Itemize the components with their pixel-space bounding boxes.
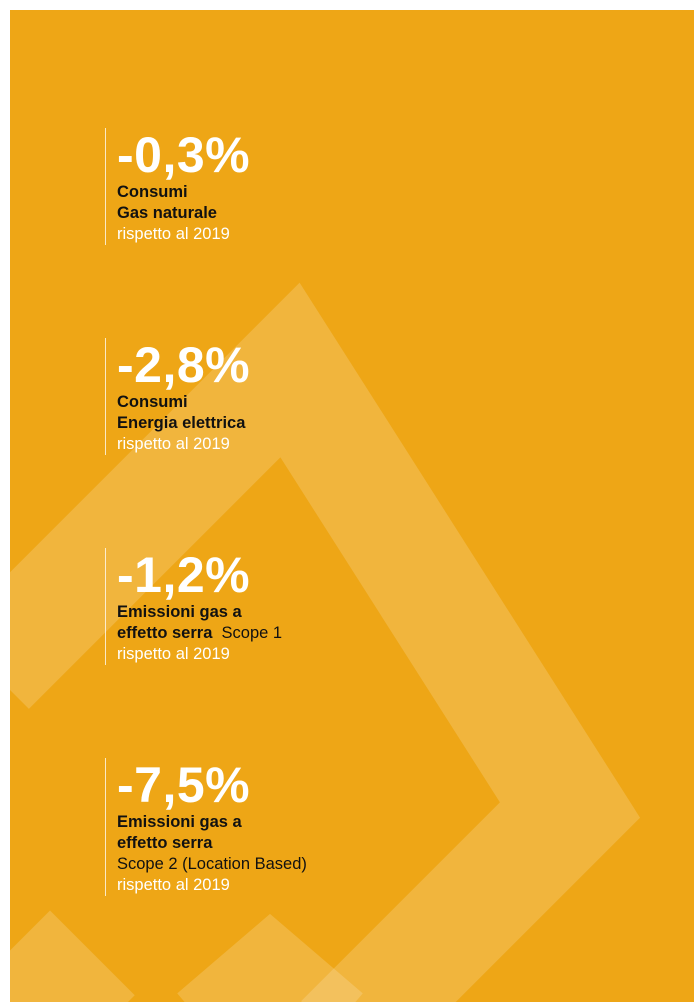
background-chevrons [10, 282, 641, 1002]
label-bold: effetto serra [117, 624, 213, 642]
kpi-label-line: Consumi [117, 182, 517, 203]
label-bold: Emissioni gas a [117, 813, 242, 831]
kpi-item: -7,5% Emissioni gas a effetto serra Scope 2… [105, 758, 517, 896]
kpi-item: -2,8% Consumi Energia elettrica rispetto al… [105, 338, 517, 455]
kpi-value: -7,5% [117, 757, 251, 813]
kpi-value: -2,8% [117, 337, 251, 393]
label-normal: Scope 2 (Location Based) [117, 855, 307, 873]
label-bold: Consumi [117, 183, 188, 201]
kpi-value: -0,3% [117, 127, 251, 183]
panel: -0,3% Consumi Gas naturale rispetto al 2019… [10, 10, 694, 1002]
kpi-comparison: rispetto al 2019 [117, 645, 230, 663]
kpi-item: -0,3% Consumi Gas naturale rispetto al 2019 [105, 128, 517, 245]
kpi-label-line: Consumi [117, 392, 517, 413]
kpi-comparison: rispetto al 2019 [117, 435, 230, 453]
label-bold: Emissioni gas a [117, 603, 242, 621]
kpi-label-line: effetto serra Scope 1 [117, 623, 517, 644]
kpi-comparison: rispetto al 2019 [117, 876, 230, 894]
kpi-label-line: Emissioni gas a [117, 812, 517, 833]
chevron [10, 282, 641, 1002]
kpi-label-line: Scope 2 (Location Based) [117, 854, 517, 875]
label-bold: Consumi [117, 393, 188, 411]
kpi-item: -1,2% Emissioni gas a effetto serra Scope … [105, 548, 517, 665]
kpi-label-line: effetto serra [117, 833, 517, 854]
kpi-value: -1,2% [117, 547, 251, 603]
label-bold: Gas naturale [117, 204, 217, 222]
kpi-label-line: Gas naturale [117, 203, 517, 224]
kpi-label-line: Energia elettrica [117, 413, 517, 434]
label-bold: effetto serra [117, 834, 213, 852]
label-normal: Scope 1 [221, 624, 283, 642]
chevron-small [10, 910, 135, 1002]
label-bold: Energia elettrica [117, 414, 246, 432]
kpi-label-line: Emissioni gas a [117, 602, 517, 623]
chevron-small [177, 913, 363, 1002]
kpi-comparison: rispetto al 2019 [117, 225, 230, 243]
